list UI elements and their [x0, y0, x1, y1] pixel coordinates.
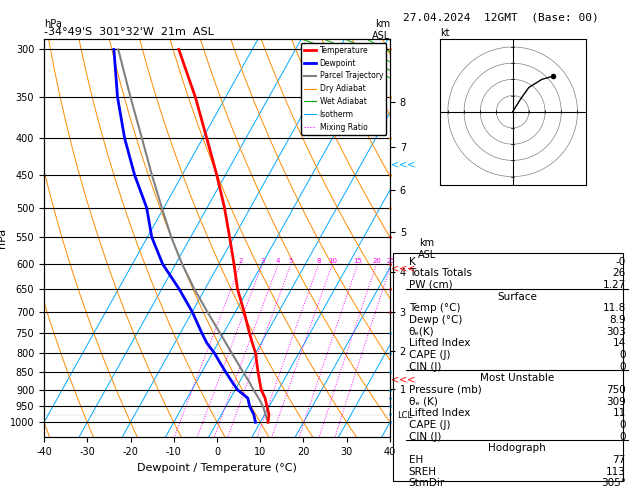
Text: CIN (J): CIN (J)	[409, 362, 441, 372]
Text: Lifted Index: Lifted Index	[409, 408, 470, 418]
Text: 0: 0	[620, 350, 626, 360]
Text: Surface: Surface	[498, 292, 537, 302]
Text: 3: 3	[260, 258, 265, 264]
Text: 27.04.2024  12GMT  (Base: 00): 27.04.2024 12GMT (Base: 00)	[403, 12, 598, 22]
Text: 11.8: 11.8	[603, 303, 626, 313]
Text: CAPE (J): CAPE (J)	[409, 420, 450, 430]
Text: 10: 10	[328, 258, 337, 264]
Text: 305°: 305°	[601, 478, 626, 486]
Text: θₑ (K): θₑ (K)	[409, 397, 438, 407]
Text: hPa: hPa	[44, 19, 62, 30]
Text: Most Unstable: Most Unstable	[480, 373, 555, 383]
Text: Lifted Index: Lifted Index	[409, 338, 470, 348]
Text: <<<: <<<	[391, 264, 416, 274]
Text: km
ASL: km ASL	[372, 19, 390, 41]
Text: 8.9: 8.9	[610, 315, 626, 325]
Legend: Temperature, Dewpoint, Parcel Trajectory, Dry Adiabat, Wet Adiabat, Isotherm, Mi: Temperature, Dewpoint, Parcel Trajectory…	[301, 43, 386, 135]
Text: 113: 113	[606, 467, 626, 477]
Text: 4: 4	[276, 258, 281, 264]
Text: SREH: SREH	[409, 467, 437, 477]
Text: -34°49'S  301°32'W  21m  ASL: -34°49'S 301°32'W 21m ASL	[44, 27, 214, 37]
Text: 26: 26	[613, 268, 626, 278]
Y-axis label: hPa: hPa	[0, 228, 7, 248]
Text: -0: -0	[616, 257, 626, 267]
Text: PW (cm): PW (cm)	[409, 280, 452, 290]
Text: 5: 5	[289, 258, 293, 264]
Text: CIN (J): CIN (J)	[409, 432, 441, 442]
Text: 0: 0	[620, 420, 626, 430]
Text: 1.27: 1.27	[603, 280, 626, 290]
Text: K: K	[409, 257, 416, 267]
Text: θₑ(K): θₑ(K)	[409, 327, 435, 337]
Text: 303: 303	[606, 327, 626, 337]
Text: <<<: <<<	[391, 159, 416, 170]
Text: 25: 25	[387, 258, 396, 264]
Text: 0: 0	[620, 362, 626, 372]
Text: Totals Totals: Totals Totals	[409, 268, 472, 278]
Text: 15: 15	[353, 258, 362, 264]
Text: 0: 0	[620, 432, 626, 442]
Text: Dewp (°C): Dewp (°C)	[409, 315, 462, 325]
Text: Hodograph: Hodograph	[489, 443, 546, 453]
Text: StmDir: StmDir	[409, 478, 445, 486]
Text: LCL: LCL	[397, 411, 412, 420]
Text: 77: 77	[613, 455, 626, 465]
Text: <<<: <<<	[391, 374, 416, 384]
X-axis label: Dewpoint / Temperature (°C): Dewpoint / Temperature (°C)	[137, 463, 297, 473]
Text: 750: 750	[606, 385, 626, 395]
Text: kt: kt	[440, 28, 449, 38]
Text: 14: 14	[613, 338, 626, 348]
Text: Pressure (mb): Pressure (mb)	[409, 385, 482, 395]
Text: 2: 2	[238, 258, 243, 264]
Text: CAPE (J): CAPE (J)	[409, 350, 450, 360]
Y-axis label: km
ASL: km ASL	[418, 238, 436, 260]
Text: 309: 309	[606, 397, 626, 407]
Text: 11: 11	[613, 408, 626, 418]
Text: Temp (°C): Temp (°C)	[409, 303, 460, 313]
Text: 8: 8	[316, 258, 321, 264]
Text: 20: 20	[372, 258, 381, 264]
Text: EH: EH	[409, 455, 423, 465]
